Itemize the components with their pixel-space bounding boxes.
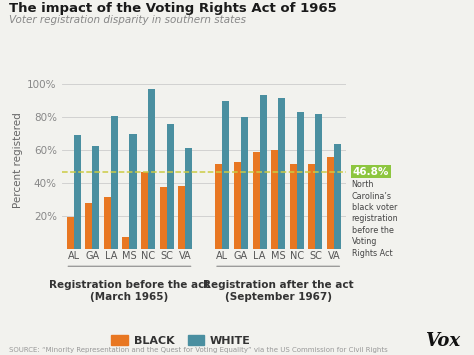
Bar bbox=[160, 187, 167, 248]
Bar bbox=[167, 124, 173, 248]
Bar bbox=[334, 144, 341, 248]
Text: Registration before the act
(March 1965): Registration before the act (March 1965) bbox=[49, 280, 210, 302]
Bar bbox=[185, 148, 192, 248]
Bar bbox=[67, 217, 73, 248]
Bar bbox=[260, 95, 267, 248]
Bar bbox=[241, 116, 248, 248]
Bar bbox=[104, 197, 111, 248]
Y-axis label: Percent registered: Percent registered bbox=[13, 112, 23, 208]
Bar bbox=[85, 203, 92, 248]
Bar bbox=[315, 114, 322, 248]
Bar bbox=[92, 146, 100, 248]
Bar bbox=[271, 150, 278, 248]
Legend: BLACK, WHITE: BLACK, WHITE bbox=[111, 335, 251, 346]
Bar bbox=[308, 164, 315, 248]
Bar bbox=[129, 133, 137, 248]
Bar bbox=[141, 171, 148, 248]
Text: 46.8%: 46.8% bbox=[353, 166, 389, 176]
Text: Vox: Vox bbox=[425, 332, 460, 350]
Bar bbox=[278, 98, 285, 248]
Bar bbox=[73, 135, 81, 248]
Bar bbox=[215, 164, 222, 248]
Bar bbox=[253, 152, 260, 248]
Bar bbox=[327, 157, 334, 248]
Text: Voter registration disparity in southern states: Voter registration disparity in southern… bbox=[9, 15, 246, 25]
Bar bbox=[122, 237, 129, 248]
Text: The impact of the Voting Rights Act of 1965: The impact of the Voting Rights Act of 1… bbox=[9, 2, 337, 15]
Bar bbox=[111, 116, 118, 248]
Text: North
Carolina’s
black voter
registration
before the
Voting
Rights Act: North Carolina’s black voter registratio… bbox=[352, 180, 398, 258]
Bar bbox=[290, 164, 297, 248]
Bar bbox=[297, 112, 304, 248]
Bar bbox=[178, 186, 185, 248]
Bar bbox=[234, 162, 241, 248]
Text: Registration after the act
(September 1967): Registration after the act (September 19… bbox=[203, 280, 354, 302]
Bar bbox=[148, 89, 155, 248]
Text: SOURCE: “Minority Representation and the Quest for Voting Equality” via the US C: SOURCE: “Minority Representation and the… bbox=[9, 347, 388, 353]
Bar bbox=[222, 101, 229, 248]
